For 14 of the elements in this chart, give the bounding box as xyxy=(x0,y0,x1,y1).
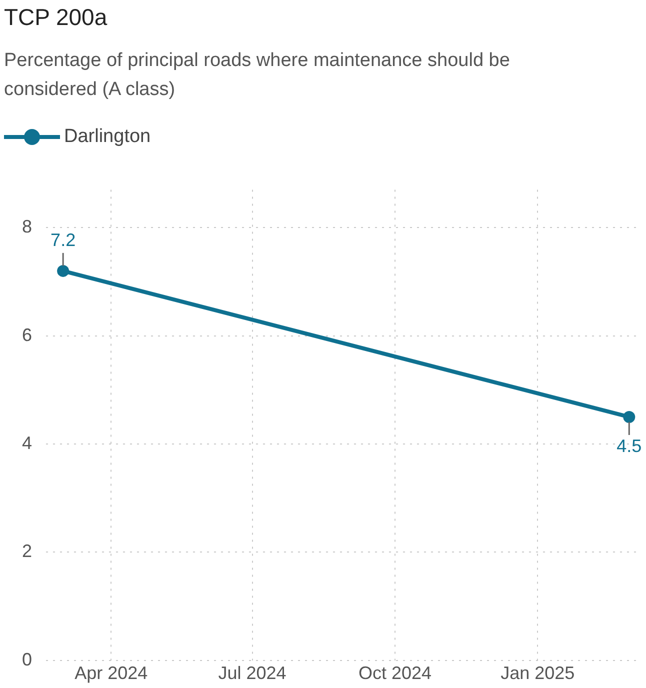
y-tick-label: 8 xyxy=(22,216,32,237)
legend-label: Darlington xyxy=(64,126,151,148)
data-label: 7.2 xyxy=(50,230,76,250)
x-tick-label: Apr 2024 xyxy=(74,663,148,684)
x-tick-label: Oct 2024 xyxy=(358,663,432,684)
y-tick-label: 6 xyxy=(22,324,32,345)
y-tick-label: 4 xyxy=(22,433,32,453)
chart-title: TCP 200a xyxy=(4,4,108,31)
x-tick-label: Jul 2024 xyxy=(218,663,286,684)
x-tick-label: Jan 2025 xyxy=(500,663,575,684)
y-tick-label: 0 xyxy=(22,649,32,670)
data-label: 4.5 xyxy=(616,436,642,456)
y-tick-label: 2 xyxy=(22,541,32,562)
chart-subtitle: Percentage of principal roads where maintenance should be considered (A class) xyxy=(4,49,511,102)
